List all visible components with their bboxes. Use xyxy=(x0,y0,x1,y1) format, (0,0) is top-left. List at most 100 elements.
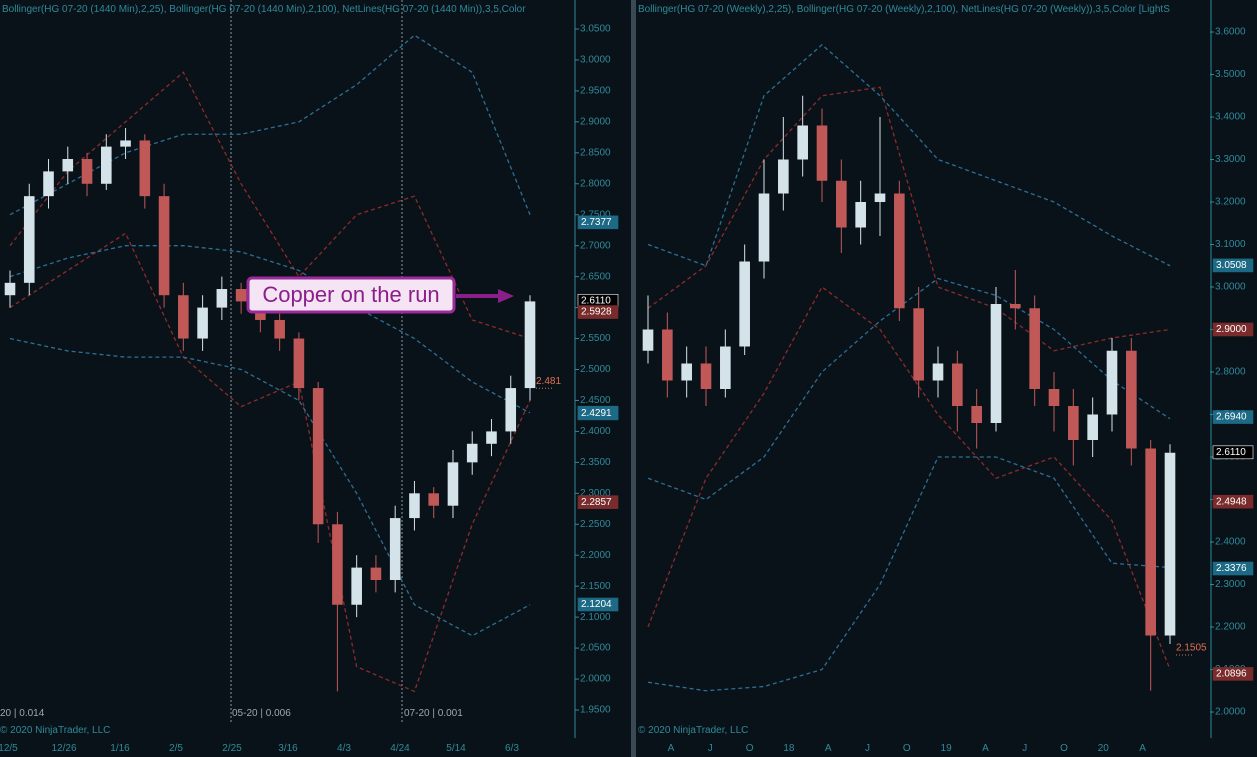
x-tick-label: 6/3 xyxy=(505,743,519,754)
y-tick-label: 2.9000 xyxy=(580,117,611,128)
y-tick-label: 3.0500 xyxy=(580,24,611,35)
candle-body xyxy=(720,346,731,389)
candle-body xyxy=(816,125,828,181)
annotation-arrowhead xyxy=(498,289,514,303)
y-tick-label: 2.3000 xyxy=(580,488,611,499)
candle-body xyxy=(990,304,1002,423)
candle-body xyxy=(971,406,982,423)
bollinger-band xyxy=(647,43,1171,267)
candle-body xyxy=(1126,350,1137,449)
candle-body xyxy=(836,180,847,228)
candle-body xyxy=(293,338,305,389)
candle-body xyxy=(1048,389,1060,406)
indicator-label: Bollinger(HG 07-20 (1440 Min),2,25), Bol… xyxy=(2,4,526,15)
x-tick-label: J xyxy=(1022,743,1027,754)
candle-body xyxy=(370,567,382,580)
y-tick-label: 3.4000 xyxy=(1215,112,1246,123)
y-tick-label: 3.1000 xyxy=(1215,239,1246,250)
copyright: © 2020 NinjaTrader, LLC xyxy=(0,725,110,736)
price-marker-label: 2.3376 xyxy=(1216,563,1247,574)
x-tick-label: 12/5 xyxy=(0,743,18,754)
y-tick-label: 2.8000 xyxy=(580,178,611,189)
y-tick-label: 2.8000 xyxy=(1215,367,1246,378)
price-marker xyxy=(1212,494,1254,509)
price-marker xyxy=(577,495,619,509)
candle-body xyxy=(894,193,905,309)
bollinger-band xyxy=(9,232,531,693)
rollover-label: 20 | 0.014 xyxy=(0,708,45,719)
price-marker-label: 2.4948 xyxy=(1216,496,1247,507)
y-tick-label: 3.0000 xyxy=(1215,282,1246,293)
y-tick-label: 3.0000 xyxy=(580,55,611,66)
rollover-label: 05-20 | 0.006 xyxy=(232,708,291,719)
indicator-label: Bollinger(HG 07-20 (Weekly),2,25), Bolli… xyxy=(638,4,1170,15)
x-tick-label: A xyxy=(825,743,832,754)
candle-body xyxy=(739,261,750,347)
price-marker-label: 2.5928 xyxy=(581,307,612,318)
price-marker xyxy=(577,406,619,421)
price-marker-label: 2.9000 xyxy=(1216,324,1247,335)
plot-layer: 1.9500 2.0000 2.0500 2.1000 2.1500 2.2000 2.25… xyxy=(0,24,1254,754)
price-marker xyxy=(1212,258,1254,273)
candle-body xyxy=(758,193,770,262)
candle-body xyxy=(1029,308,1040,389)
x-tick-label: O xyxy=(903,743,911,754)
y-tick-label: 2.5500 xyxy=(580,333,611,344)
y-tick-label: 2.4500 xyxy=(580,395,611,406)
y-tick-label: 2.2500 xyxy=(580,519,611,530)
candle-body xyxy=(274,319,285,339)
bollinger-band xyxy=(9,245,531,414)
y-tick-label: 2.7000 xyxy=(580,240,611,251)
bollinger-band xyxy=(9,71,531,340)
price-marker-label: 2.0896 xyxy=(1216,669,1247,680)
y-tick-label: 3.6000 xyxy=(1215,27,1246,38)
x-tick-label: J xyxy=(865,743,870,754)
x-tick-label: 4/24 xyxy=(390,743,410,754)
candle-body xyxy=(486,431,497,444)
y-tick-label: 2.8500 xyxy=(580,147,611,158)
candle-body xyxy=(524,301,536,389)
candle-body xyxy=(428,493,439,506)
candle-body xyxy=(4,282,16,296)
candle-body xyxy=(932,363,944,381)
candle-body xyxy=(466,443,478,463)
candle-body xyxy=(1010,304,1021,309)
candle-body xyxy=(120,140,131,147)
y-tick-label: 2.1500 xyxy=(580,581,611,592)
bollinger-band xyxy=(647,286,1171,670)
candle-body xyxy=(778,159,789,194)
x-tick-label: 19 xyxy=(941,743,953,754)
x-tick-label: 2/25 xyxy=(222,743,242,754)
price-marker xyxy=(1212,561,1254,576)
y-tick-label: 2.1000 xyxy=(580,612,611,623)
x-tick-label: O xyxy=(1060,743,1068,754)
bollinger-band xyxy=(647,456,1171,692)
price-marker-label: 3.0508 xyxy=(1216,260,1247,271)
candle-body xyxy=(197,307,208,339)
x-tick-label: 2/5 xyxy=(169,743,183,754)
y-tick-label: 2.4000 xyxy=(580,426,611,437)
candle-body xyxy=(874,193,886,202)
candle-body xyxy=(913,308,924,381)
y-tick-label: 2.5000 xyxy=(580,364,611,375)
y-tick-label: 1.9500 xyxy=(580,705,611,716)
price-marker xyxy=(1212,410,1254,424)
price-marker-label: 2.6110 xyxy=(581,295,611,306)
candle-body xyxy=(1087,414,1098,440)
y-tick-label: 2.2000 xyxy=(580,550,611,561)
x-tick-label: 1/16 xyxy=(110,743,130,754)
copyright: © 2020 NinjaTrader, LLC xyxy=(638,725,748,736)
x-tick-label: A xyxy=(668,743,675,754)
x-tick-label: J xyxy=(708,743,713,754)
price-marker-label: 2.4291 xyxy=(581,408,612,419)
y-tick-label: 2.4000 xyxy=(1215,537,1246,548)
y-tick-label: 2.0000 xyxy=(580,674,611,685)
panel-divider xyxy=(631,0,636,757)
bollinger-band xyxy=(647,86,1171,352)
price-marker xyxy=(577,215,619,230)
candle-body xyxy=(216,289,228,308)
y-tick-label: 3.2000 xyxy=(1215,197,1246,208)
